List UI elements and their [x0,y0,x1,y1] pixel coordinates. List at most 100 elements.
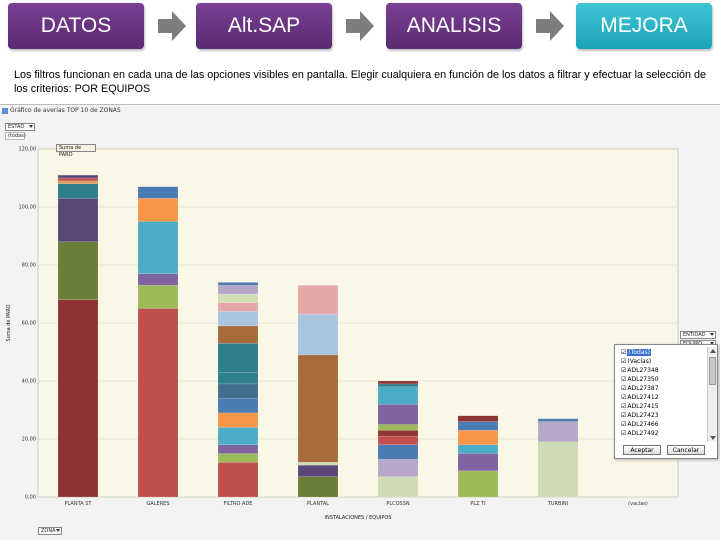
filter-estad-button[interactable]: ESTAD [5,123,35,131]
dropdown-item-label: (Vacías) [627,358,652,365]
bar-segment [537,441,579,498]
filter-entidad-label: ENTIDAD [683,332,706,338]
scroll-down-icon[interactable] [710,436,716,440]
bar-segment [377,435,419,446]
y-axis-label: Suma de PARO [6,304,12,341]
accept-button[interactable]: Aceptar [623,445,661,455]
bar-segment [217,453,259,463]
bar-segment [57,183,99,199]
bar-segment [217,285,259,295]
y-tick-label: 20,00 [22,437,36,443]
dropdown-item[interactable]: ☑ADL27348 [621,367,659,375]
bar-segment [217,325,259,344]
dropdown-item-label: ADL27415 [627,403,659,410]
dropdown-item-label: ADL27492 [627,430,659,437]
cancel-button[interactable]: Cancelar [667,445,705,455]
bar-segment [537,421,579,443]
dropdown-item[interactable]: ☑ADL27412 [621,394,659,402]
arrow-right-icon [158,11,186,41]
y-tick-label: 40,00 [22,379,36,385]
y-tick-label: 60,00 [22,321,36,327]
checkbox-icon[interactable]: ☑ [621,376,627,383]
bar-segment [377,404,419,425]
bar-segment [377,476,419,498]
step-analisis: ANALISIS [386,3,522,49]
checkbox-icon[interactable]: ☑ [621,358,627,365]
checkbox-icon[interactable]: ☑ [621,367,627,374]
bar-segment [217,302,259,312]
bar-segment [57,174,99,179]
bar-segment [137,186,179,199]
step-altsap: Alt.SAP [196,3,332,49]
dropdown-scrollbar[interactable] [707,347,717,442]
series-filter-button[interactable]: Suma de PARO [56,144,96,158]
bar-segment [217,343,259,373]
filter-zona-label: ZONA [41,528,56,534]
bar-segment [217,282,259,286]
bar-segment [457,444,499,454]
description-text: Los filtros funcionan en cada una de las… [14,69,707,95]
y-tick-label: 120,00 [19,147,37,153]
bar-segment [377,430,419,437]
scroll-up-icon[interactable] [710,349,716,353]
bar-segment [537,418,579,422]
bar-segment [297,354,339,463]
bar-segment [217,398,259,414]
dropdown-item-label: ADL27350 [627,376,659,383]
dropdown-item-label: ADL27466 [627,421,659,428]
step-datos-label: DATOS [40,14,112,37]
step-analisis-label: ANALISIS [406,14,502,37]
window-title: Gráfico de averías TOP 10 de ZONAS [10,107,121,114]
dropdown-item[interactable]: ☑ADL27387 [621,385,659,393]
checkbox-icon[interactable]: ☑ [621,430,627,437]
checkbox-icon[interactable]: ☑ [621,394,627,401]
checkbox-icon[interactable]: ☑ [621,385,627,392]
bar-segment [457,453,499,472]
chevron-down-icon [710,342,714,345]
dropdown-item[interactable]: ☑ADL27350 [621,376,659,384]
dropdown-item[interactable]: ☑(Vacías) [621,358,651,366]
y-tick-label: 80,00 [22,263,36,269]
excel-icon [2,108,8,114]
bar-segment [57,241,99,301]
dropdown-item[interactable]: ☑ADL27423 [621,412,659,420]
checkbox-icon[interactable]: ☑ [621,403,627,410]
bar-segment [377,444,419,460]
chart-window: Gráfico de averías TOP 10 de ZONAS ESTAD… [0,104,720,540]
scroll-thumb[interactable] [709,357,716,385]
bar-segment [377,459,419,477]
x-tick-label: PLCOSSN [386,501,410,507]
dropdown-item-label: ADL27387 [627,385,659,392]
y-tick-label: 0,00 [25,495,36,501]
filter-zona-button[interactable]: ZONA [38,527,62,535]
bar-segment [217,412,259,428]
bar-segment [297,462,339,466]
dropdown-item[interactable]: ☑ADL27492 [621,430,659,438]
bar-segment [297,285,339,315]
filter-estad-value-label: (todas) [8,133,26,139]
bar-segment [457,421,499,431]
checkbox-icon[interactable]: ☑ [621,421,627,428]
bar-segment [57,177,99,182]
step-altsap-label: Alt.SAP [227,14,301,37]
bar-segment [297,476,339,498]
bar-segment [57,198,99,243]
bar-segment [217,372,259,385]
filter-entidad-button[interactable]: ENTIDAD [680,331,716,339]
bar-segment [377,383,419,387]
bar-segment [137,198,179,222]
step-mejora-label: MEJORA [600,14,688,37]
bar-segment [137,285,179,309]
bar-segment [377,386,419,405]
bar-segment [217,383,259,399]
bar-segment [297,464,339,477]
stacked-bar-chart: 0,00 20,00 40,00 60,00 80,00 100,00 120,00 PLA… [6,147,679,521]
bar-segment [137,308,179,498]
checkbox-icon[interactable]: ☑ [621,412,627,419]
dropdown-item-label: ADL27348 [627,367,659,374]
bar-segment [457,415,499,422]
dropdown-item[interactable]: ☑ (Todas) [621,349,651,357]
checkbox-icon[interactable]: ☑ [621,349,627,356]
dropdown-item[interactable]: ☑ADL27466 [621,421,659,429]
dropdown-item[interactable]: ☑ADL27415 [621,403,659,411]
